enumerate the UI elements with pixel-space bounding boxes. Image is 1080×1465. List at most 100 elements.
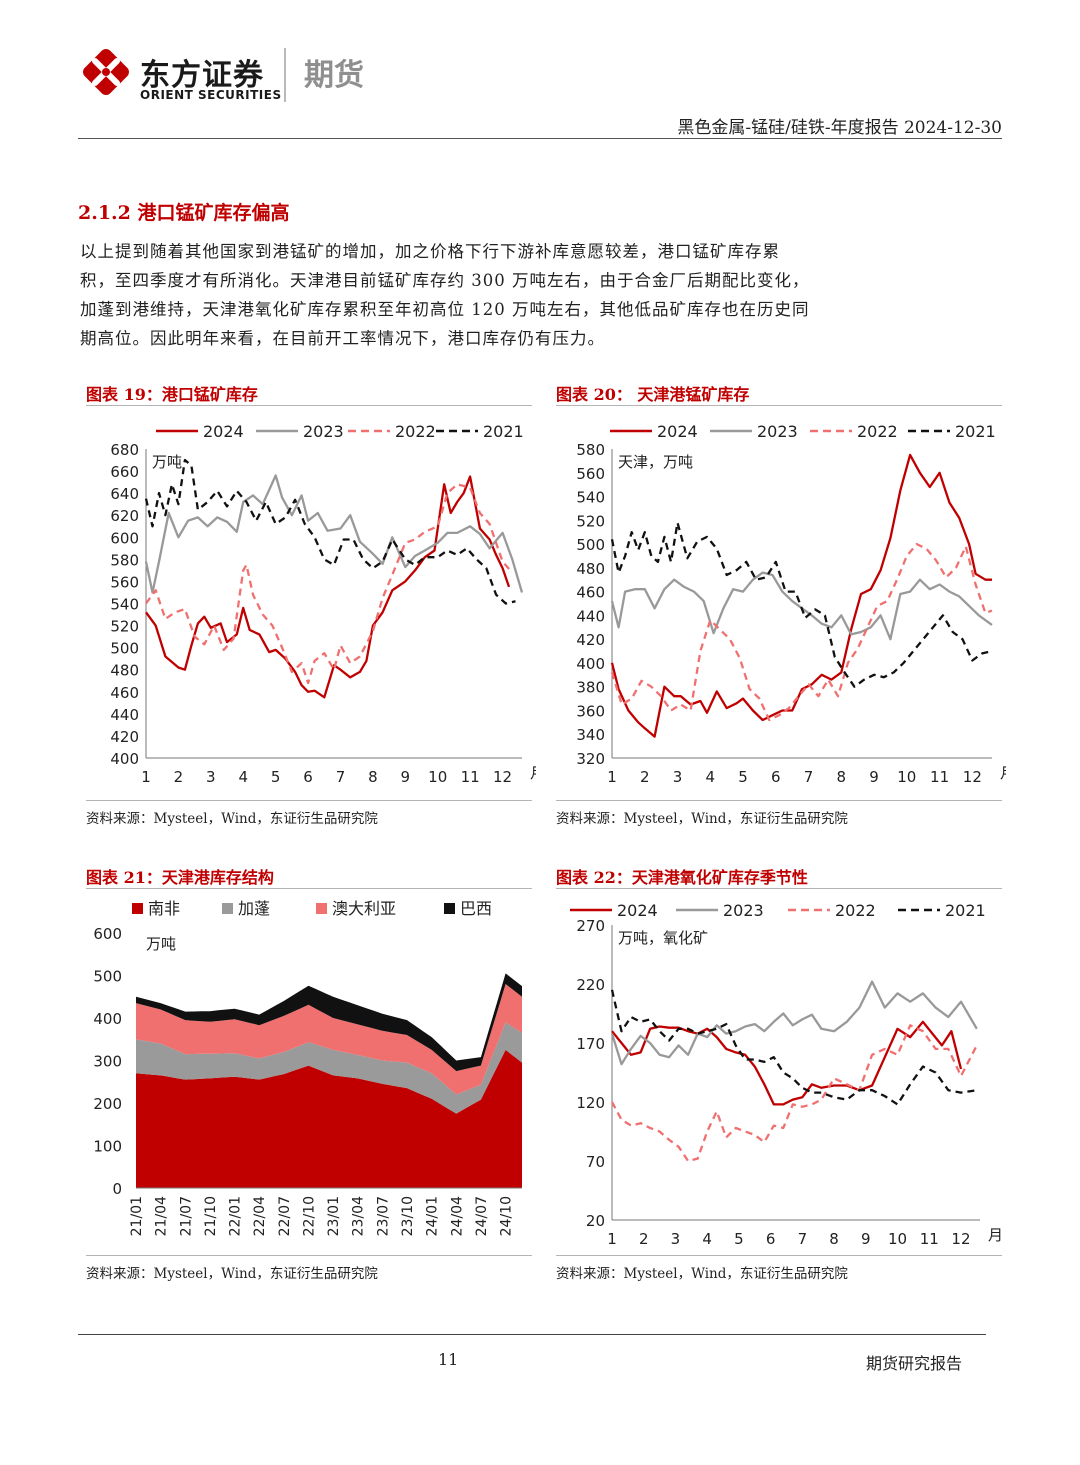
x-tick-label: 24/10 <box>499 1196 515 1236</box>
y-tick-label: 270 <box>576 917 605 935</box>
x-tick-label: 1 <box>141 768 151 786</box>
x-tick-label: 24/04 <box>449 1196 465 1236</box>
x-tick-label: 6 <box>771 768 781 786</box>
x-tick-label: 1 <box>607 1230 617 1248</box>
x-tick-label: 9 <box>861 1230 871 1248</box>
y-tick-label: 560 <box>110 573 139 591</box>
x-tick-label: 12 <box>951 1230 970 1248</box>
x-tick-label: 5 <box>734 1230 744 1248</box>
y-tick-label: 20 <box>586 1212 605 1230</box>
x-tick-label: 21/04 <box>154 1196 170 1236</box>
x-tick-label: 11 <box>930 768 949 786</box>
legend-label: 2024 <box>203 422 244 441</box>
x-tick-label: 10 <box>897 768 916 786</box>
brand-futures-label: 期货 <box>304 58 364 93</box>
y-tick-label: 480 <box>110 662 139 680</box>
legend-label: 2021 <box>945 901 986 920</box>
series-line-2023 <box>610 980 978 1066</box>
legend-label: 2022 <box>857 422 898 441</box>
x-axis-unit: 月 <box>988 1226 1003 1244</box>
y-tick-label: 420 <box>576 631 605 649</box>
y-tick-label: 600 <box>93 925 122 943</box>
y-tick-label: 400 <box>576 655 605 673</box>
chart-20: 320 340 360 380 400 420 440 460 480 500 520 540 560 5… <box>576 422 1006 786</box>
y-tick-label: 340 <box>576 726 605 744</box>
legend-label: 2024 <box>657 422 698 441</box>
x-tick-label: 22/07 <box>277 1196 293 1236</box>
x-tick-label: 6 <box>766 1230 776 1248</box>
unit-label: 天津，万吨 <box>618 453 693 471</box>
series-line-2022 <box>610 1024 978 1163</box>
y-tick-label: 640 <box>110 485 139 503</box>
series-line-2021 <box>610 521 993 688</box>
y-tick-label: 360 <box>576 702 605 720</box>
y-tick-label: 380 <box>576 679 605 697</box>
series-line-2022 <box>145 483 514 685</box>
legend-label: 澳大利亚 <box>332 899 396 918</box>
x-tick-label: 3 <box>673 768 683 786</box>
figure-20-rule <box>556 405 1002 406</box>
unit-label: 万吨 <box>152 453 182 471</box>
y-tick-label: 220 <box>576 976 605 994</box>
legend-label: 2022 <box>835 901 876 920</box>
series-line-2024 <box>610 453 992 738</box>
x-tick-label: 1 <box>607 768 617 786</box>
legend-label: 2021 <box>483 422 524 441</box>
figure-21-rule <box>86 888 532 889</box>
y-tick-label: 300 <box>93 1053 122 1071</box>
x-tick-label: 4 <box>238 768 248 786</box>
x-tick-label: 2 <box>639 1230 649 1248</box>
brand-name-en: ORIENT SECURITIES <box>140 88 282 102</box>
brand-divider <box>284 48 286 102</box>
y-tick-label: 520 <box>110 618 139 636</box>
x-tick-label: 24/01 <box>425 1196 441 1236</box>
y-tick-label: 560 <box>576 465 605 483</box>
y-tick-label: 620 <box>110 507 139 525</box>
y-tick-label: 580 <box>576 441 605 459</box>
x-tick-label: 9 <box>401 768 411 786</box>
y-tick-label: 500 <box>576 536 605 554</box>
x-axis-unit: 月 <box>530 764 536 782</box>
x-tick-label: 10 <box>888 1230 907 1248</box>
legend-swatch <box>316 903 327 914</box>
section-body-text: 以上提到随着其他国家到港锰矿的增加，加之价格下行下游补库意愿较差，港口锰矿库存累… <box>80 242 810 348</box>
y-tick-label: 0 <box>112 1180 122 1198</box>
x-tick-label: 8 <box>837 768 847 786</box>
legend-swatch <box>132 903 143 914</box>
legend-label: 2023 <box>723 901 764 920</box>
legend-label: 2024 <box>617 901 658 920</box>
y-tick-label: 400 <box>110 750 139 768</box>
y-tick-label: 660 <box>110 463 139 481</box>
unit-label: 万吨，氧化矿 <box>618 929 708 947</box>
y-tick-label: 540 <box>110 596 139 614</box>
brand-name-cn: 东方证券 <box>140 58 264 93</box>
figure-22-rule <box>556 888 1002 889</box>
x-tick-label: 5 <box>738 768 748 786</box>
y-tick-label: 460 <box>110 684 139 702</box>
y-tick-label: 600 <box>110 529 139 547</box>
x-tick-label: 22/01 <box>228 1196 244 1236</box>
series-line-2023 <box>144 474 524 594</box>
x-tick-label: 9 <box>869 768 879 786</box>
y-tick-label: 500 <box>110 640 139 658</box>
y-tick-label: 580 <box>110 551 139 569</box>
figure-19-title: 图表 19：港口锰矿库存 <box>86 385 258 404</box>
x-tick-label: 23/10 <box>400 1196 416 1236</box>
legend-swatch <box>444 903 455 914</box>
y-tick-label: 320 <box>576 750 605 768</box>
x-tick-label: 10 <box>428 768 447 786</box>
x-tick-label: 11 <box>461 768 480 786</box>
x-tick-label: 7 <box>798 1230 808 1248</box>
footer-divider <box>78 1334 986 1335</box>
area-澳大利亚 <box>136 984 522 1095</box>
y-tick-label: 200 <box>93 1095 122 1113</box>
x-tick-label: 12 <box>963 768 982 786</box>
figure-22-source: 资料来源：Mysteel，Wind，东证衍生品研究院 <box>556 1266 848 1282</box>
series-line-2024 <box>611 1020 963 1106</box>
figure-20-source: 资料来源：Mysteel，Wind，东证衍生品研究院 <box>556 811 848 827</box>
series-line-2021 <box>144 458 516 605</box>
x-tick-label: 3 <box>671 1230 681 1248</box>
chart-21: 南非 加蓬 澳大利亚 巴西 0 100 200 300 400 500 600 万吨 21/01 21/0… <box>93 899 522 1236</box>
legend-label: 2023 <box>303 422 344 441</box>
